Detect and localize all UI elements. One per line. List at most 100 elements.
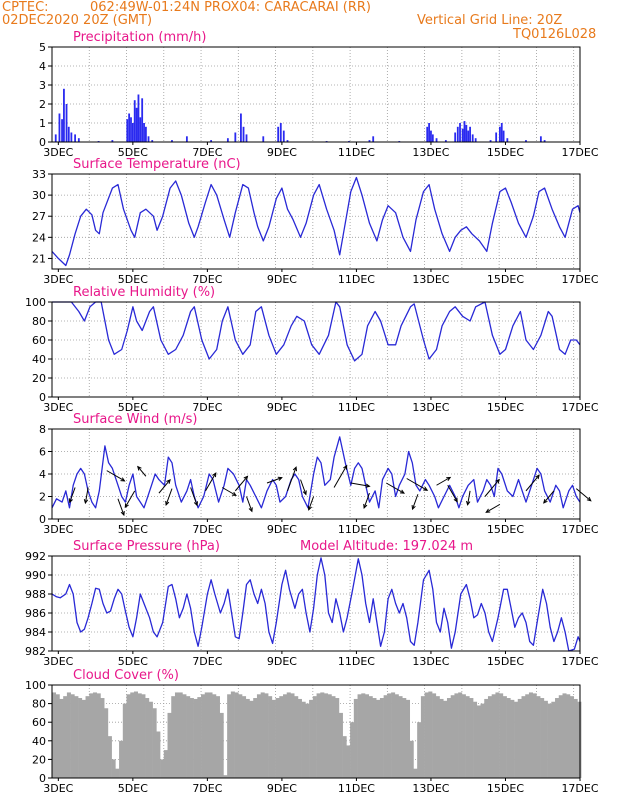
precip-bar <box>77 138 80 142</box>
cloud-bar <box>473 701 478 778</box>
wind-arrow <box>300 479 307 496</box>
cloud-bar <box>242 696 247 778</box>
cloud-bar <box>528 692 533 778</box>
y-tick-label: 6 <box>39 446 46 459</box>
cloud-bar <box>96 693 101 778</box>
y-tick-label: 33 <box>32 168 46 181</box>
cloud-bar <box>525 694 530 778</box>
y-tick-label: 27 <box>32 210 46 223</box>
cloud-bar <box>52 692 57 778</box>
wind-arrow <box>363 492 370 509</box>
cloud-bar <box>312 696 317 778</box>
cloud-bar <box>439 698 444 778</box>
precip-bar <box>502 130 505 142</box>
wind-arrow <box>484 478 500 497</box>
precip-bar <box>144 126 147 142</box>
precip-bar <box>74 134 77 142</box>
precip-bar <box>489 140 492 142</box>
precip-bar <box>65 104 68 142</box>
cloud-bar <box>569 696 574 778</box>
cloud-bar <box>286 692 291 778</box>
y-tick-label: 20 <box>32 372 46 385</box>
precip-bar <box>210 140 213 142</box>
cloud-bar <box>104 708 109 778</box>
precip-bar <box>500 123 503 142</box>
y-tick-label: 21 <box>32 252 46 265</box>
wind-arrow <box>350 482 371 488</box>
cloud-bar <box>264 693 269 778</box>
precip-bar <box>151 140 154 142</box>
wind-arrow <box>190 487 198 507</box>
x-tick-label: 13DEC <box>412 401 449 414</box>
x-tick-label: 13DEC <box>412 273 449 286</box>
precip-bar <box>226 138 229 142</box>
cloud-bar <box>163 750 168 778</box>
humidity-title: Relative Humidity (%) <box>73 285 215 300</box>
cloud-bar <box>428 691 433 778</box>
precip-bar <box>130 117 132 142</box>
precipitation-frame <box>51 46 581 143</box>
y-tick-label: 24 <box>32 231 46 244</box>
wind-arrow <box>83 487 89 505</box>
cloud-bar <box>331 696 336 778</box>
x-tick-label: 9DEC <box>267 523 297 536</box>
precip-bar <box>368 140 371 142</box>
cloud-bar <box>294 696 299 778</box>
cloud-bar <box>186 696 191 778</box>
cloud-bar <box>193 698 198 778</box>
temperature-frame <box>51 173 581 270</box>
precip-bar <box>454 132 457 142</box>
cloud-bar <box>279 696 284 778</box>
precip-bar <box>426 126 429 142</box>
precip-bar <box>242 126 245 142</box>
wind-arrow <box>485 503 501 513</box>
cloud-bar <box>536 696 541 778</box>
y-tick-label: 4 <box>39 60 46 73</box>
precip-bar <box>428 123 430 142</box>
precip-bar <box>459 123 461 142</box>
wind-arrow <box>158 479 171 494</box>
cloud-bar <box>335 698 340 778</box>
cloud-bar <box>290 693 295 778</box>
precip-bar <box>474 138 477 142</box>
precip-bar <box>279 123 282 142</box>
cloud-bar <box>156 731 161 778</box>
y-tick-label: 5 <box>39 41 46 54</box>
cloud-bar <box>364 694 370 778</box>
precip-bar <box>58 113 61 142</box>
x-tick-label: 3DEC <box>43 401 73 414</box>
y-tick-label: 990 <box>25 569 46 582</box>
y-tick-label: 992 <box>25 550 46 563</box>
precip-bar <box>262 136 265 142</box>
y-tick-label: 0 <box>39 136 46 149</box>
cloud-bar <box>551 701 556 778</box>
cloud-bar <box>204 692 209 778</box>
cloud-bar <box>443 700 448 778</box>
cloud-bar <box>446 698 452 778</box>
cloud-bar <box>562 693 567 778</box>
cloud-bar <box>271 699 276 778</box>
precip-bar <box>525 140 527 142</box>
x-tick-label: 7DEC <box>192 146 222 159</box>
y-tick-label: 982 <box>25 645 46 658</box>
cloud-bar <box>543 700 548 778</box>
x-tick-label: 13DEC <box>412 523 449 536</box>
precip-bar <box>372 136 375 142</box>
wind-arrow <box>436 476 452 486</box>
y-tick-label: 2 <box>39 491 46 504</box>
x-tick-label: 17DEC <box>561 523 598 536</box>
cloud-bar <box>476 705 481 778</box>
cloud-bar <box>346 745 351 778</box>
cloud-bar <box>137 693 142 778</box>
y-tick-label: 100 <box>25 679 46 692</box>
cloud-bar <box>461 694 466 778</box>
y-tick-label: 2 <box>39 98 46 111</box>
cloud-bar <box>327 694 332 778</box>
cloud-bar <box>189 698 194 778</box>
cloud-bar <box>566 694 571 778</box>
y-tick-label: 1 <box>39 117 46 130</box>
wind-arrow <box>333 464 348 488</box>
cloud-bar <box>208 692 213 778</box>
precip-bar <box>61 119 63 142</box>
cloud-bar <box>148 701 153 778</box>
